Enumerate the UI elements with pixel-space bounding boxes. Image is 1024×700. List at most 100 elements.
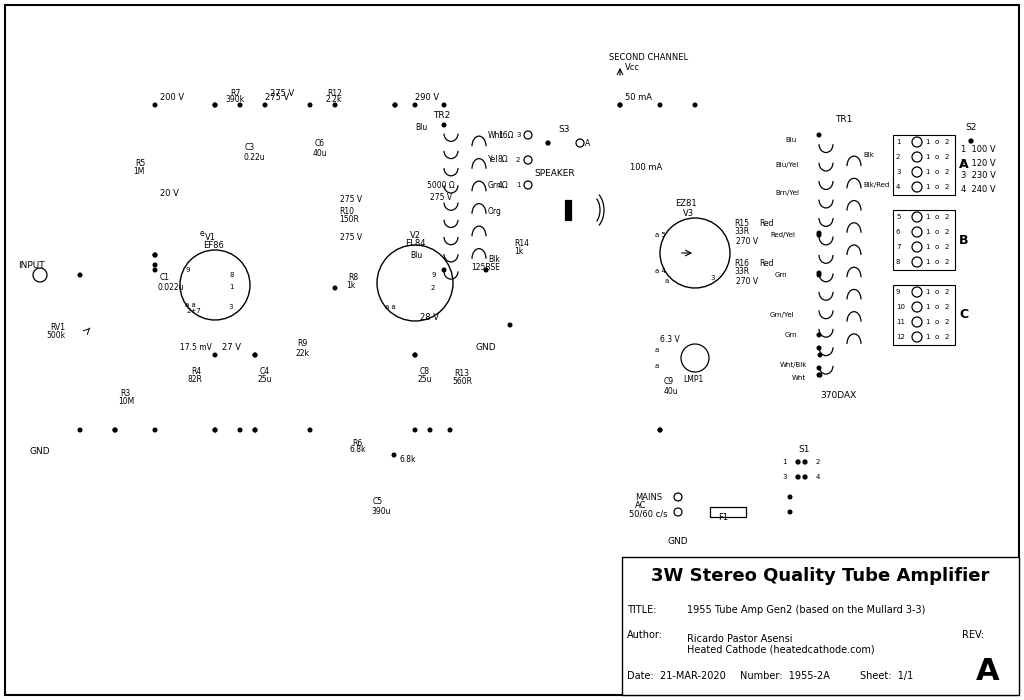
Text: 3: 3 — [516, 132, 520, 138]
Text: 25u: 25u — [418, 375, 432, 384]
Text: Wht: Wht — [792, 375, 806, 381]
Circle shape — [442, 123, 445, 127]
Text: Author:: Author: — [627, 630, 663, 640]
Text: C1: C1 — [160, 274, 170, 283]
Circle shape — [333, 103, 337, 107]
Text: R10: R10 — [339, 207, 354, 216]
Text: R9: R9 — [297, 340, 307, 349]
Text: 1: 1 — [925, 214, 930, 220]
Text: Blu/Yel: Blu/Yel — [775, 162, 799, 168]
Text: 0.022u: 0.022u — [158, 284, 184, 293]
Circle shape — [239, 428, 242, 432]
Circle shape — [308, 428, 311, 432]
Text: LMP1: LMP1 — [683, 375, 703, 384]
Text: R4: R4 — [191, 368, 202, 377]
Text: 2+7: 2+7 — [187, 308, 202, 314]
Text: SECOND CHANNEL: SECOND CHANNEL — [609, 53, 688, 62]
Circle shape — [253, 354, 257, 357]
Text: 1: 1 — [925, 169, 930, 175]
Text: C6: C6 — [315, 139, 326, 148]
Text: Heated Cathode (heatedcathode.com): Heated Cathode (heatedcathode.com) — [687, 645, 874, 655]
Text: 20 V: 20 V — [160, 188, 179, 197]
Text: 2: 2 — [945, 259, 949, 265]
Text: 275 V: 275 V — [430, 193, 453, 202]
Text: R7: R7 — [230, 88, 241, 97]
Circle shape — [253, 354, 257, 357]
Circle shape — [817, 233, 821, 237]
Text: 4: 4 — [816, 474, 820, 480]
Text: R3: R3 — [120, 389, 130, 398]
Text: 1: 1 — [782, 459, 786, 465]
Circle shape — [78, 428, 82, 432]
Text: R6: R6 — [352, 438, 362, 447]
Text: EF86: EF86 — [203, 241, 224, 249]
Circle shape — [484, 268, 487, 272]
Text: R5: R5 — [135, 158, 145, 167]
Text: Grn: Grn — [775, 272, 787, 278]
Text: 1: 1 — [925, 244, 930, 250]
Text: o: o — [935, 139, 939, 145]
Text: INPUT: INPUT — [18, 260, 45, 270]
Bar — [565, 200, 571, 220]
Text: 2: 2 — [945, 214, 949, 220]
Text: R16: R16 — [734, 258, 749, 267]
Text: 3: 3 — [710, 275, 715, 281]
Text: 9: 9 — [431, 272, 435, 278]
Circle shape — [817, 273, 821, 276]
Circle shape — [449, 428, 452, 432]
Text: 390k: 390k — [225, 95, 244, 104]
Text: 1: 1 — [229, 284, 233, 290]
Text: a: a — [655, 363, 659, 369]
Circle shape — [788, 510, 792, 514]
Text: 3: 3 — [896, 169, 900, 175]
Text: o: o — [935, 319, 939, 325]
Text: 1: 1 — [925, 289, 930, 295]
Text: Wht/Blk: Wht/Blk — [780, 362, 807, 368]
Text: 50/60 c/s: 50/60 c/s — [629, 510, 668, 519]
Text: 8Ω: 8Ω — [498, 155, 509, 164]
Circle shape — [658, 428, 662, 432]
Text: S2: S2 — [965, 123, 976, 132]
Circle shape — [969, 139, 973, 143]
Text: 1: 1 — [925, 334, 930, 340]
Text: 500k: 500k — [46, 332, 65, 340]
Text: a: a — [665, 278, 670, 284]
Text: 275 V: 275 V — [265, 92, 289, 102]
Text: Number:  1955-2A: Number: 1955-2A — [740, 671, 829, 681]
Text: 100 mA: 100 mA — [630, 164, 663, 172]
Text: 7: 7 — [896, 244, 900, 250]
Text: o: o — [935, 229, 939, 235]
Text: 275 V: 275 V — [270, 88, 294, 97]
Text: 50 mA: 50 mA — [625, 92, 652, 102]
Bar — [893, 135, 955, 195]
Text: Blk/Red: Blk/Red — [863, 182, 889, 188]
Text: 2: 2 — [816, 459, 820, 465]
Text: a 4: a 4 — [655, 268, 666, 274]
Circle shape — [239, 103, 242, 107]
Text: Ricardo Pastor Asensi: Ricardo Pastor Asensi — [687, 634, 793, 644]
Text: Red/Yel: Red/Yel — [770, 232, 795, 238]
Circle shape — [253, 428, 257, 432]
Text: 3: 3 — [228, 304, 232, 310]
Circle shape — [546, 141, 550, 145]
Text: 17.5 mV: 17.5 mV — [180, 342, 212, 351]
Circle shape — [154, 263, 157, 267]
Text: 1k: 1k — [346, 281, 355, 290]
Text: 2: 2 — [945, 184, 949, 190]
Text: 125BSE: 125BSE — [471, 263, 500, 272]
Text: 270 V: 270 V — [736, 237, 758, 246]
Text: 2: 2 — [431, 285, 435, 291]
Bar — [893, 285, 955, 345]
Text: 4  240 V: 4 240 V — [961, 185, 995, 193]
Text: 1: 1 — [925, 229, 930, 235]
Text: TITLE:: TITLE: — [627, 605, 656, 615]
Text: 1: 1 — [925, 184, 930, 190]
Circle shape — [618, 103, 622, 107]
Text: o: o — [935, 334, 939, 340]
Text: 9: 9 — [185, 267, 189, 273]
Text: 2: 2 — [945, 169, 949, 175]
Text: Blu: Blu — [410, 251, 422, 260]
Circle shape — [414, 354, 417, 357]
Text: 33R: 33R — [734, 267, 750, 276]
Text: a: a — [655, 347, 659, 353]
